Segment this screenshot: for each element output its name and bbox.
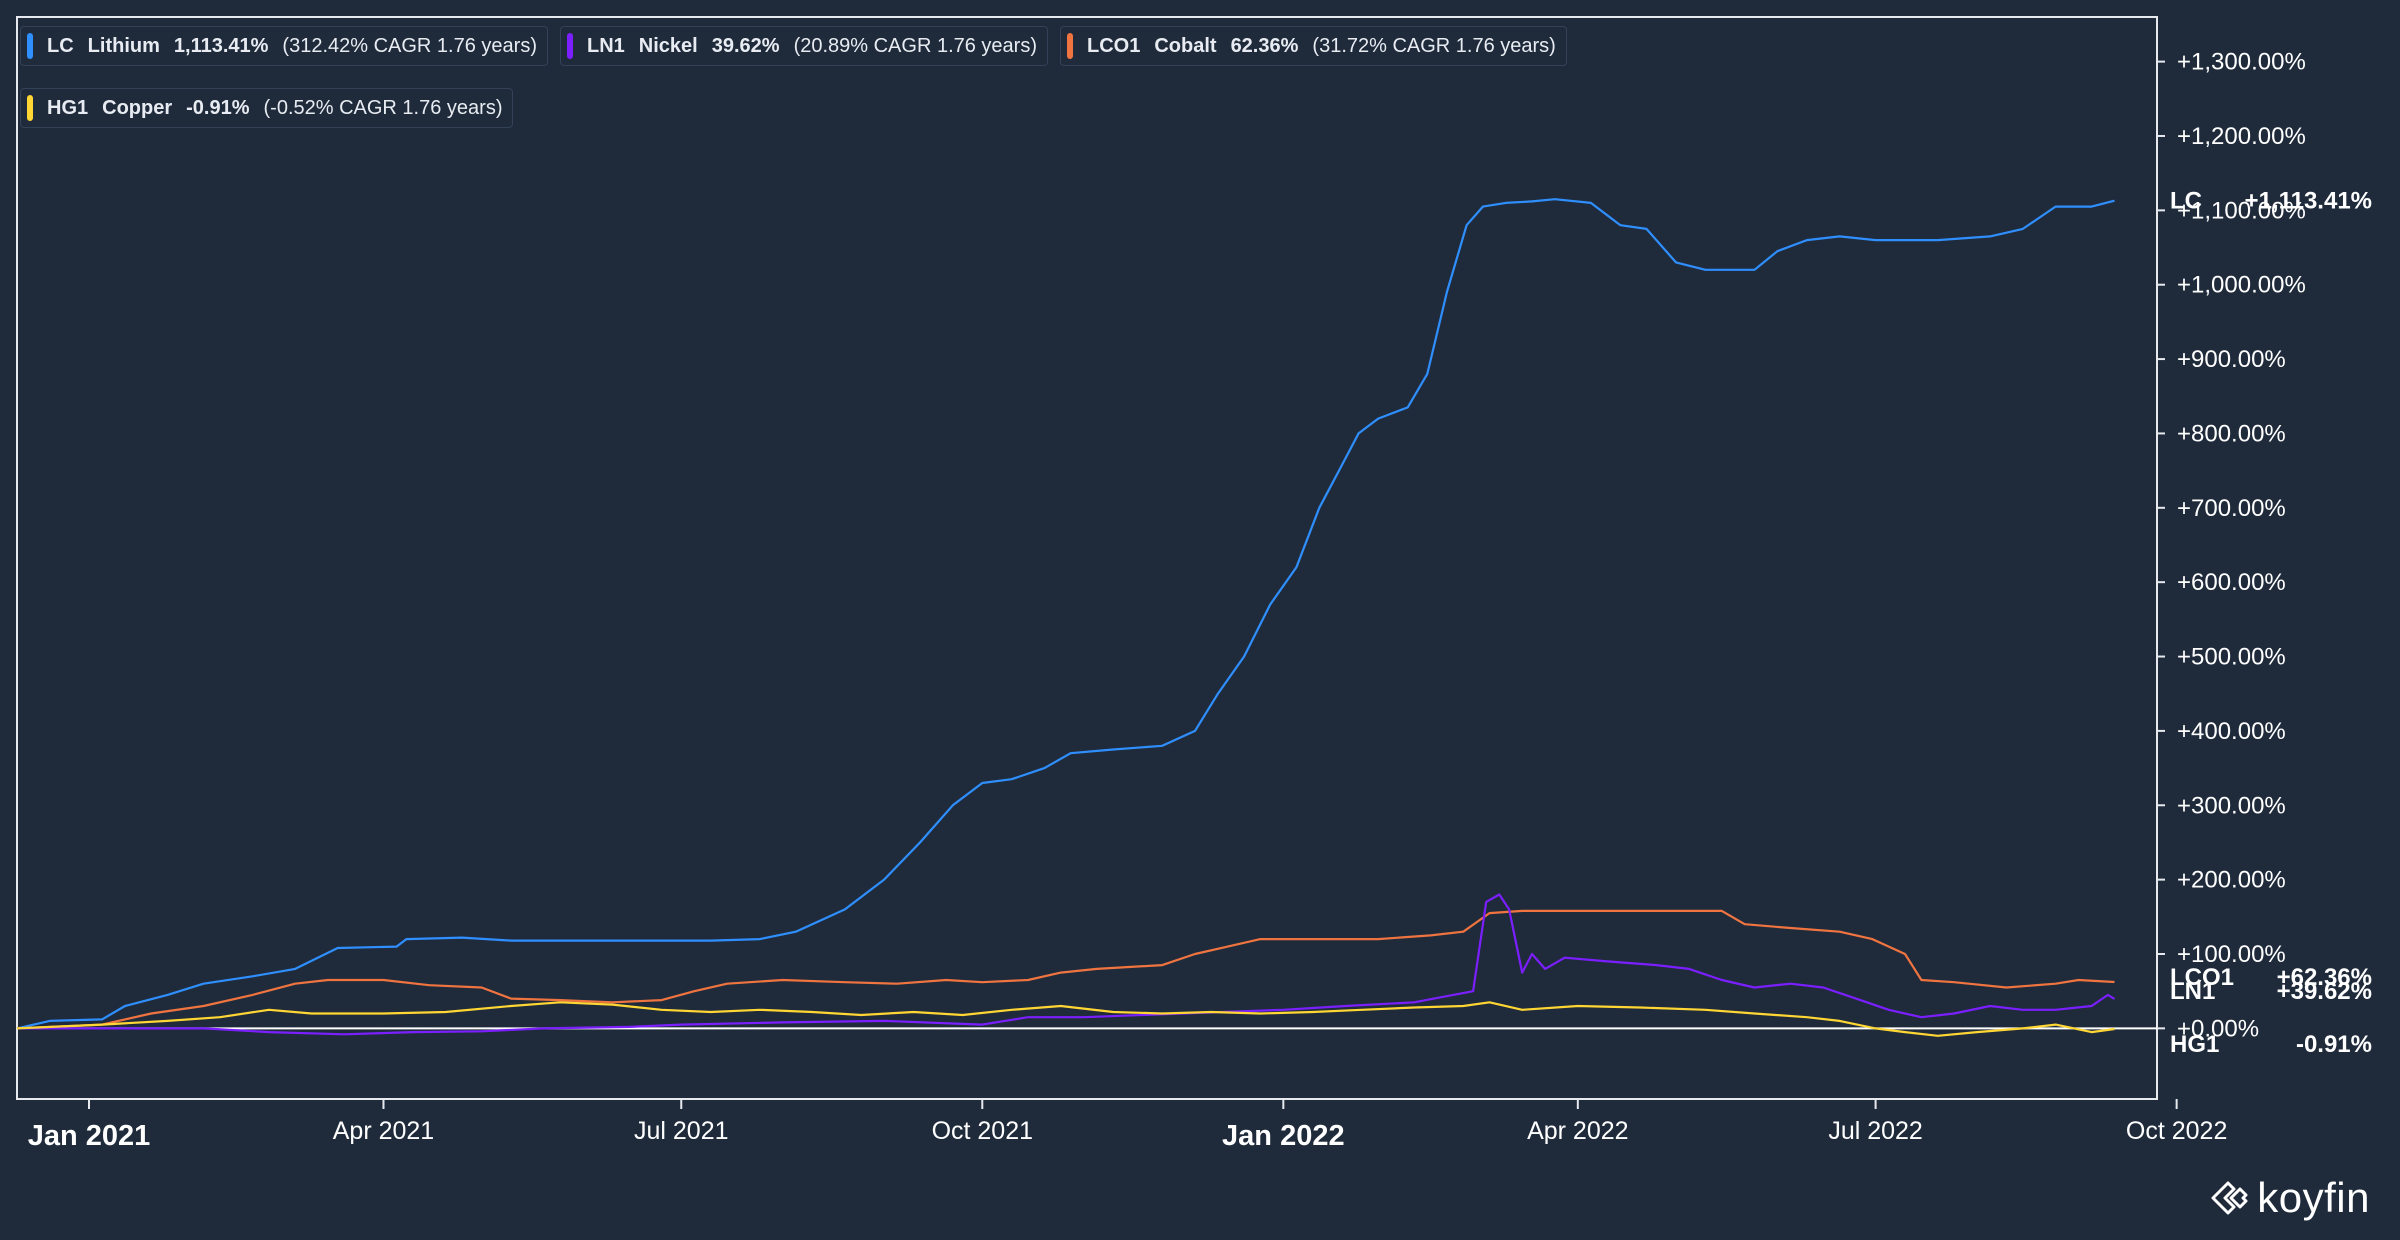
- end-label-symbol: LCO1: [2170, 964, 2234, 991]
- series-layer: [16, 198, 2116, 1037]
- legend-swatch-nickel: [566, 33, 573, 59]
- y-tick-label: +1,000.00%: [2177, 272, 2306, 299]
- legend-cagr: (31.72% CAGR 1.76 years): [1312, 34, 1556, 57]
- x-tick-label: Jan 2021: [28, 1120, 151, 1152]
- legend-name: Copper: [102, 96, 173, 119]
- legend-item-copper[interactable]: HG1 Copper -0.91% (-0.52% CAGR 1.76 year…: [20, 88, 514, 128]
- legend-swatch-cobalt: [1067, 33, 1073, 59]
- series-line-hg1: [16, 1001, 2115, 1037]
- koyfin-logo: koyfin: [2209, 1174, 2370, 1222]
- legend-cagr: (312.42% CAGR 1.76 years): [282, 34, 537, 57]
- legend-name: Lithium: [87, 34, 160, 57]
- y-tick-label: +300.00%: [2177, 792, 2286, 819]
- y-tick-label: +0.00%: [2177, 1015, 2259, 1042]
- axis-layer: +0.00% +100.00% +200.00% +300.00% +400.00% +5…: [28, 49, 2306, 1152]
- end-label-symbol: HG1: [2170, 1031, 2219, 1058]
- legend-item-lithium[interactable]: LC Lithium 1,113.41% (312.42% CAGR 1.76 …: [20, 26, 548, 66]
- legend-item-nickel[interactable]: LN1 Nickel 39.62% (20.89% CAGR 1.76 year…: [559, 26, 1048, 66]
- y-tick-label: +800.00%: [2177, 420, 2286, 447]
- koyfin-mark-icon: [2211, 1181, 2248, 1215]
- end-label-value: +1,113.41%: [2245, 187, 2372, 214]
- legend-symbol: LN1: [586, 34, 625, 57]
- y-tick-label: +100.00%: [2177, 941, 2286, 968]
- x-tick-label: Apr 2022: [1527, 1117, 1628, 1145]
- legend-value: 39.62%: [711, 34, 780, 57]
- end-label-layer: LC +1,113.41% LCO1 +62.36% LN1 +39.62% HG1 -0.9…: [2170, 187, 2372, 1058]
- legend-symbol: LCO1: [1087, 34, 1141, 57]
- x-tick-label: Oct 2021: [932, 1117, 1033, 1145]
- x-tick-label: Jan 2022: [1222, 1120, 1345, 1152]
- series-line-lco1: [16, 909, 2115, 1030]
- x-tick-label: Jul 2021: [634, 1117, 729, 1145]
- end-label-ln1: LN1 +39.62%: [2170, 978, 2372, 1005]
- end-label-value: +62.36%: [2277, 964, 2372, 991]
- y-tick-label: +900.00%: [2177, 346, 2286, 373]
- end-label-hg1: HG1 -0.91%: [2170, 1031, 2372, 1058]
- legend-swatch-copper: [27, 95, 33, 121]
- legend-symbol: LC: [47, 34, 74, 57]
- y-tick-label: +1,300.00%: [2177, 49, 2306, 76]
- end-label-lco1: LCO1 +62.36%: [2170, 964, 2372, 991]
- series-line-lc: [16, 198, 2115, 1030]
- y-tick-label: +200.00%: [2177, 867, 2286, 894]
- x-tick-label: Apr 2021: [333, 1117, 434, 1145]
- end-label-lc: LC +1,113.41%: [2170, 187, 2372, 214]
- end-label-value: -0.91%: [2296, 1031, 2372, 1058]
- legend-cagr: (20.89% CAGR 1.76 years): [793, 34, 1037, 57]
- legend-symbol: HG1: [47, 96, 89, 119]
- plot-frame: [16, 16, 2158, 1100]
- legend-value: 62.36%: [1230, 34, 1299, 57]
- legend-value: -0.91%: [186, 96, 250, 119]
- legend-row-2: HG1 Copper -0.91% (-0.52% CAGR 1.76 year…: [20, 88, 514, 128]
- legend-name: Nickel: [638, 34, 698, 57]
- legend-cagr: (-0.52% CAGR 1.76 years): [263, 96, 503, 119]
- x-tick-label: Oct 2022: [2126, 1117, 2227, 1145]
- legend-swatch-lithium: [27, 33, 33, 59]
- series-line-ln1: [17, 893, 2116, 1036]
- legend-name: Cobalt: [1154, 34, 1217, 57]
- end-label-value: +39.62%: [2277, 978, 2372, 1005]
- y-tick-label: +500.00%: [2177, 644, 2286, 671]
- legend-item-cobalt[interactable]: LCO1 Cobalt 62.36% (31.72% CAGR 1.76 yea…: [1060, 26, 1567, 66]
- legend-row-1: LC Lithium 1,113.41% (312.42% CAGR 1.76 …: [20, 26, 1567, 66]
- logo-text: koyfin: [2257, 1174, 2370, 1221]
- end-label-symbol: LN1: [2170, 978, 2215, 1005]
- y-tick-label: +700.00%: [2177, 495, 2286, 522]
- y-tick-label: +1,200.00%: [2177, 123, 2306, 150]
- x-tick-label: Jul 2022: [1828, 1117, 1923, 1145]
- end-label-symbol: LC: [2170, 187, 2202, 214]
- legend-value: 1,113.41%: [173, 34, 269, 57]
- y-tick-label: +400.00%: [2177, 718, 2286, 745]
- y-tick-label: +600.00%: [2177, 569, 2286, 596]
- y-tick-label: +1,100.00%: [2177, 197, 2306, 224]
